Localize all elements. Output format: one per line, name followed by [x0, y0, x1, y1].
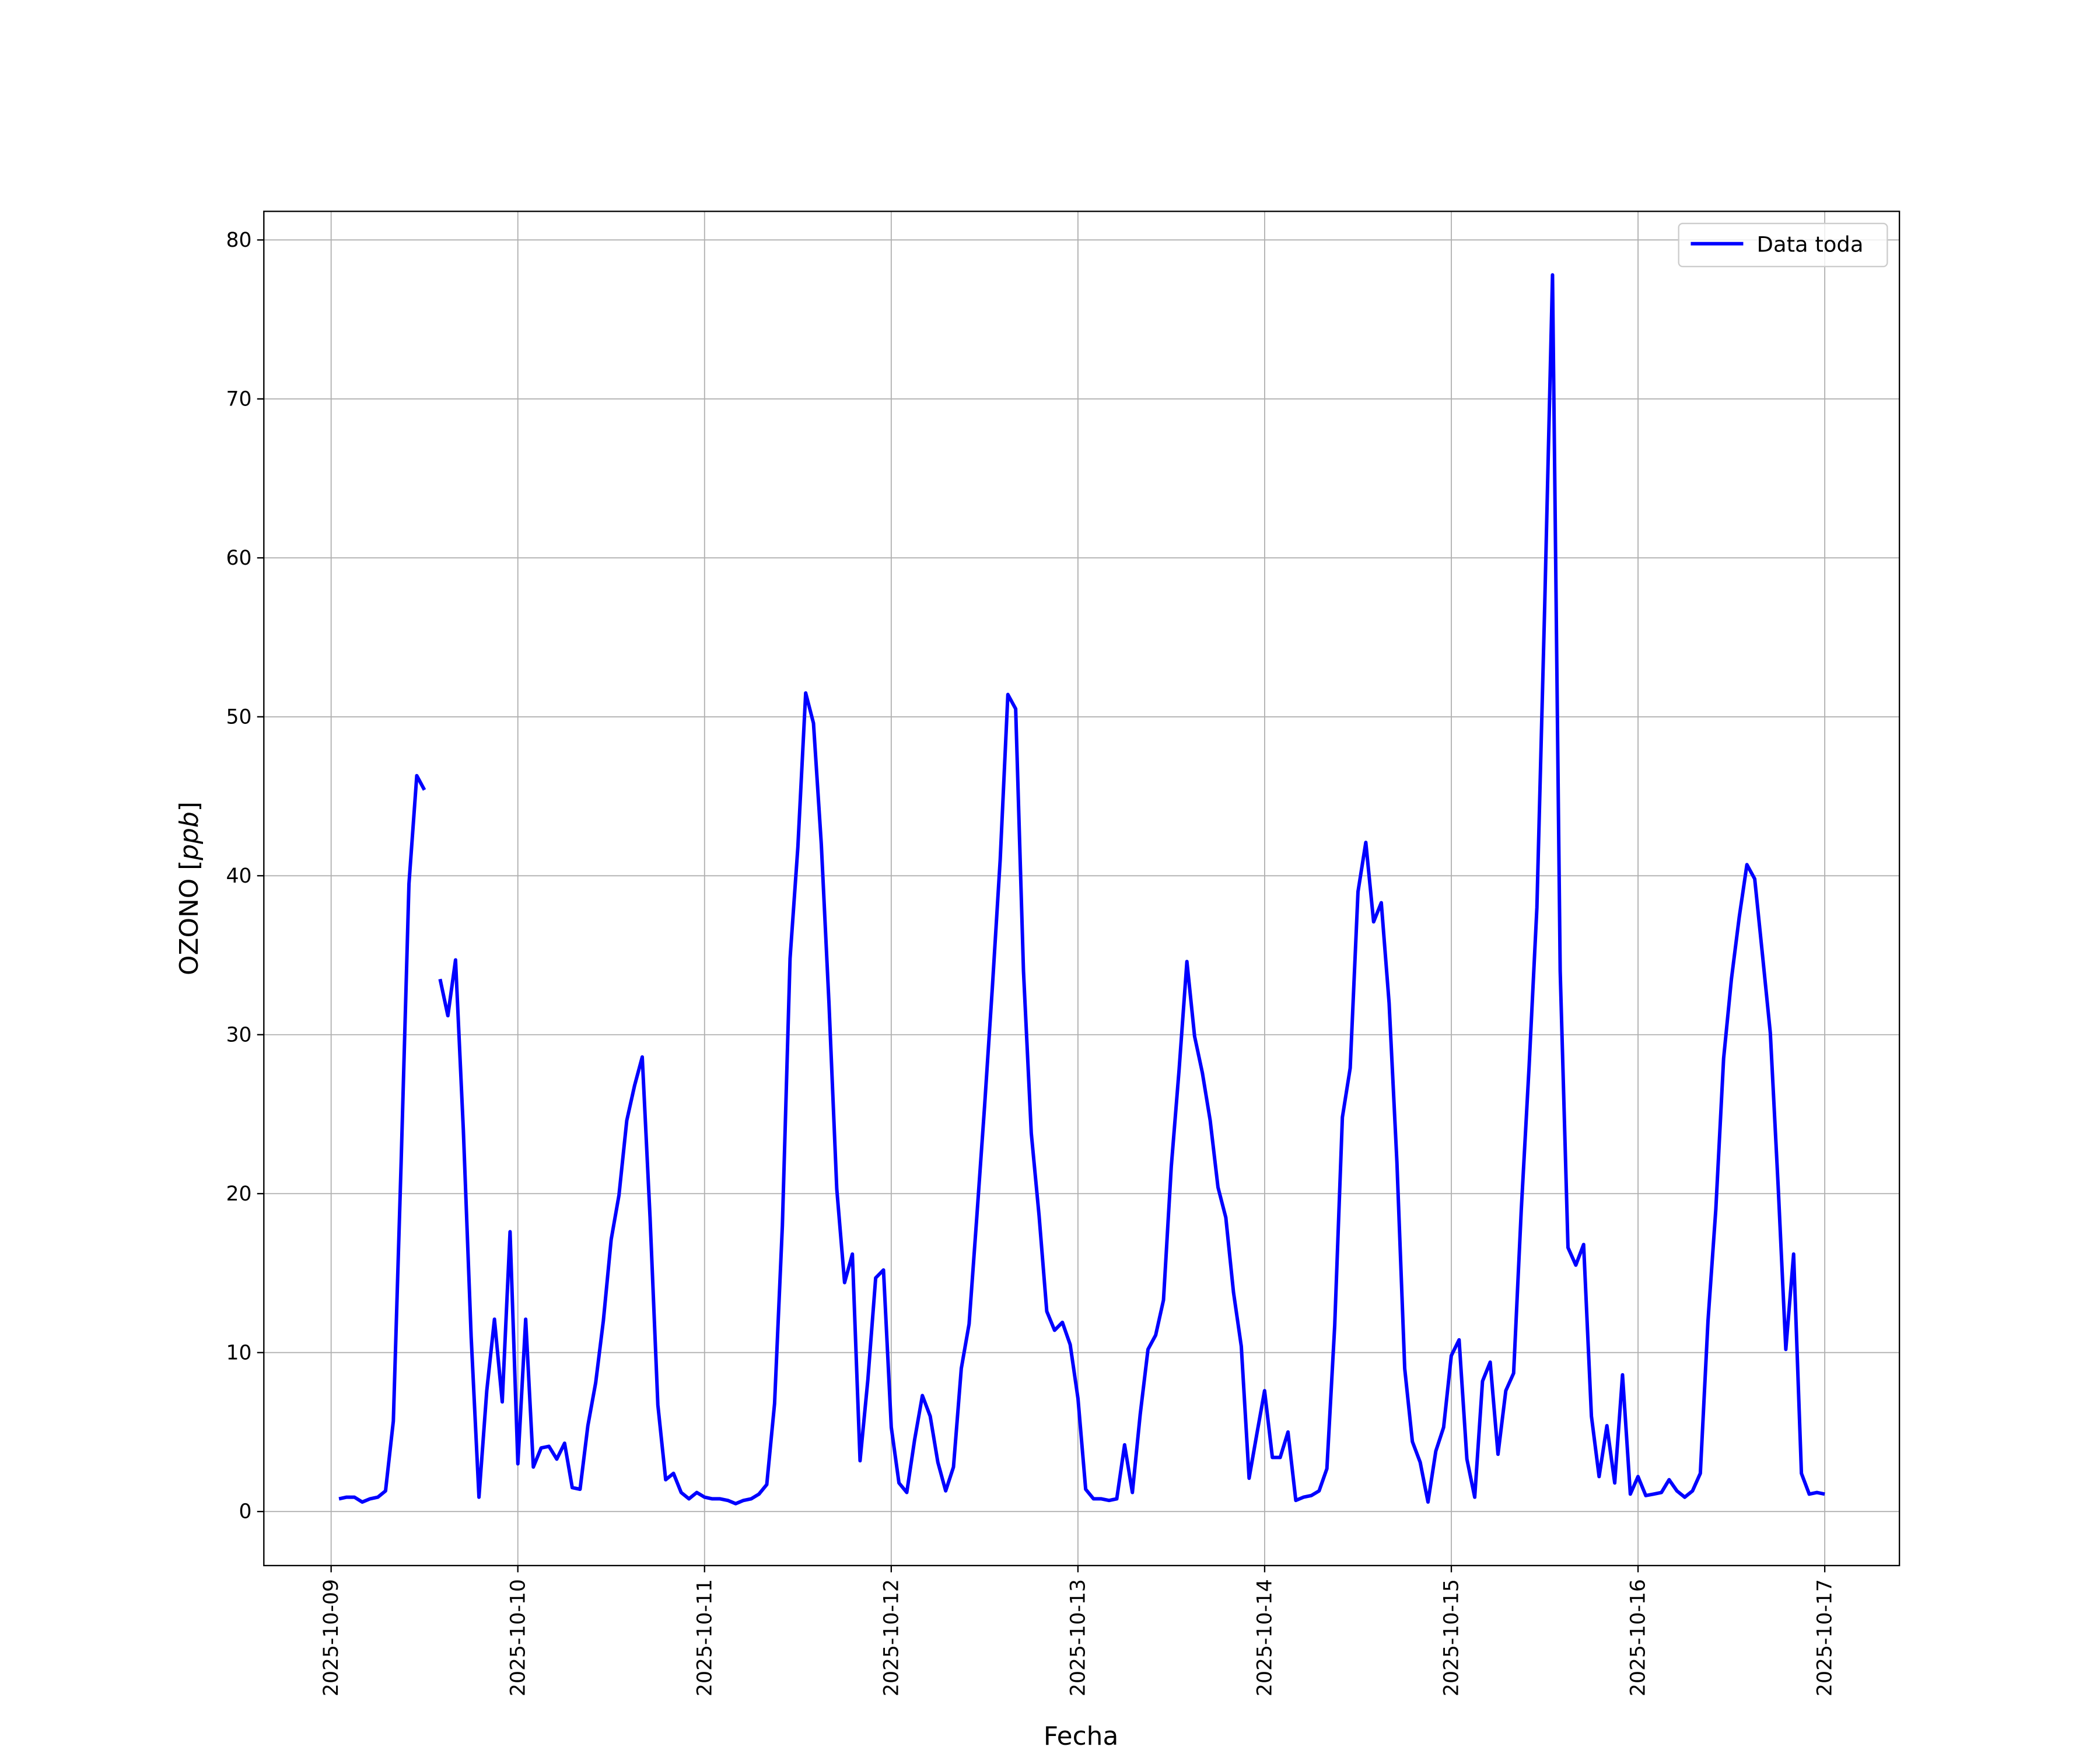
x-tick-label: 2025-10-12	[880, 1579, 903, 1696]
y-tick-label: 80	[226, 229, 251, 252]
series-line-group	[338, 273, 1825, 1506]
plot-frame	[263, 211, 1901, 1566]
x-tick-label: 2025-10-11	[693, 1579, 716, 1696]
y-tick-label: 50	[226, 705, 251, 729]
y-axis-label-end: ]	[174, 802, 204, 811]
y-axis-ticks: 0 10 20 30 40 50 60 70 80	[226, 229, 264, 1524]
y-tick-label: 0	[239, 1500, 252, 1524]
y-tick-label: 30	[226, 1023, 251, 1046]
x-axis-ticks: 2025-10-09 2025-10-10 2025-10-11 2025-10-12…	[320, 1565, 1837, 1696]
series-line-segment	[338, 774, 426, 1504]
x-tick-label: 2025-10-16	[1627, 1579, 1650, 1696]
y-tick-label: 10	[226, 1341, 251, 1364]
y-axis-label: OZONO [ppb]	[174, 802, 204, 975]
y-tick-label: 70	[226, 387, 251, 411]
x-axis-label: Fecha	[1044, 1721, 1119, 1750]
x-tick-label: 2025-10-13	[1066, 1579, 1090, 1696]
grid	[264, 211, 1900, 1566]
series-line-segment	[438, 273, 1825, 1506]
legend: Data toda	[1678, 222, 1888, 268]
y-axis-label-unit: ppb	[174, 811, 204, 860]
x-tick-label: 2025-10-17	[1814, 1579, 1837, 1696]
y-axis-label-text: OZONO [	[174, 860, 204, 975]
y-tick-label: 40	[226, 864, 251, 888]
legend-box	[1678, 222, 1888, 268]
legend-label: Data toda	[1757, 232, 1864, 257]
y-tick-label: 60	[226, 547, 251, 570]
x-tick-label: 2025-10-10	[506, 1579, 530, 1696]
x-tick-label: 2025-10-15	[1440, 1579, 1464, 1696]
y-tick-label: 20	[226, 1182, 251, 1206]
x-tick-label: 2025-10-14	[1253, 1579, 1276, 1696]
x-tick-label: 2025-10-09	[320, 1579, 343, 1696]
